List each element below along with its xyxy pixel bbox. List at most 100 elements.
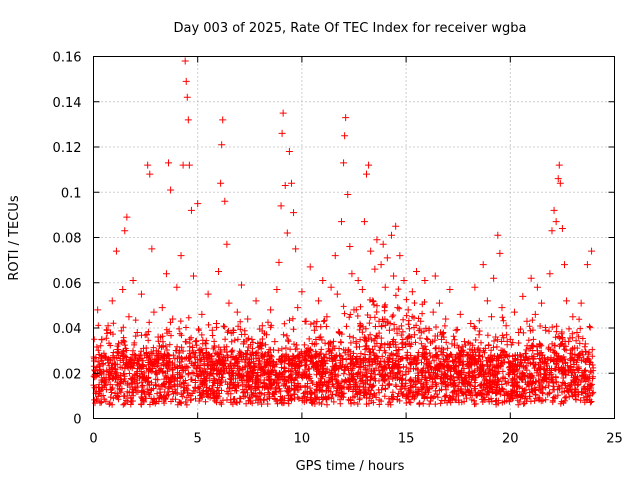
- data-point: [100, 374, 108, 382]
- data-point: [423, 360, 431, 368]
- data-point: [583, 261, 591, 269]
- data-point: [248, 335, 256, 343]
- data-point: [218, 141, 226, 149]
- data-point: [385, 326, 393, 334]
- data-point: [242, 356, 250, 364]
- data-point: [404, 306, 412, 314]
- data-point: [129, 276, 137, 284]
- x-tick-label: 5: [194, 432, 202, 447]
- data-point: [500, 353, 508, 361]
- data-point: [212, 319, 220, 327]
- data-point: [278, 129, 286, 137]
- data-point: [144, 161, 152, 169]
- data-point: [581, 340, 589, 348]
- data-point: [488, 313, 496, 321]
- data-point: [429, 308, 437, 316]
- data-point: [555, 161, 563, 169]
- data-point: [300, 372, 308, 380]
- data-point: [98, 335, 106, 343]
- data-point: [246, 374, 254, 382]
- data-point: [490, 274, 498, 282]
- data-point: [198, 310, 206, 318]
- data-point: [204, 290, 212, 298]
- data-point: [315, 297, 323, 305]
- data-point: [365, 161, 373, 169]
- data-point: [442, 315, 450, 323]
- data-point: [569, 313, 577, 321]
- data-point: [260, 358, 268, 366]
- data-point: [281, 181, 289, 189]
- y-tick-labels: 0 0.02 0.04 0.06 0.08 0.1 0.12 0.14 0.16: [53, 51, 82, 428]
- data-point: [435, 299, 443, 307]
- data-point: [542, 326, 550, 334]
- data-point: [119, 286, 127, 294]
- data-point: [102, 353, 110, 361]
- data-point: [127, 356, 135, 364]
- data-point: [271, 338, 279, 346]
- data-point: [277, 202, 285, 210]
- data-point: [323, 313, 331, 321]
- data-point: [142, 376, 150, 384]
- data-point: [544, 356, 552, 364]
- data-point: [373, 236, 381, 244]
- data-point: [523, 317, 531, 325]
- data-point: [456, 310, 464, 318]
- data-point: [521, 372, 529, 380]
- data-point: [262, 331, 270, 339]
- data-point: [206, 360, 214, 368]
- data-point: [496, 249, 504, 257]
- data-point: [388, 231, 396, 239]
- data-point: [585, 360, 593, 368]
- density-markers: [90, 286, 597, 408]
- data-point: [294, 304, 302, 312]
- x-tick-label: 15: [398, 432, 415, 447]
- x-tick-label: 0: [89, 432, 97, 447]
- data-point: [465, 351, 473, 359]
- data-point: [235, 365, 243, 373]
- data-point: [446, 286, 454, 294]
- data-point: [502, 322, 510, 330]
- data-point: [115, 340, 123, 348]
- data-point: [279, 109, 287, 117]
- data-point: [273, 286, 281, 294]
- data-point: [196, 367, 204, 375]
- data-point: [381, 283, 389, 291]
- y-tick-label: 0.1: [61, 186, 82, 201]
- data-point: [215, 267, 223, 275]
- data-point: [160, 351, 168, 359]
- data-point: [398, 340, 406, 348]
- data-point: [575, 353, 583, 361]
- data-point: [175, 349, 183, 357]
- data-point: [515, 329, 523, 337]
- data-point: [223, 240, 231, 248]
- data-point: [121, 227, 129, 235]
- data-point: [187, 206, 195, 214]
- data-point: [433, 351, 441, 359]
- data-point: [135, 365, 143, 373]
- data-point: [533, 283, 541, 291]
- data-point: [123, 213, 131, 221]
- data-point: [554, 175, 562, 183]
- data-point: [363, 170, 371, 178]
- data-point: [577, 299, 585, 307]
- data-point: [319, 276, 327, 284]
- data-point: [310, 326, 318, 334]
- data-point: [552, 218, 560, 226]
- grid-lines: [93, 56, 615, 419]
- data-point: [438, 335, 446, 343]
- data-point: [546, 270, 554, 278]
- data-point: [265, 385, 273, 393]
- data-point: [184, 116, 192, 124]
- x-tick-label: 25: [606, 432, 623, 447]
- data-point: [479, 261, 487, 269]
- data-point: [302, 317, 310, 325]
- data-point: [148, 245, 156, 253]
- data-point: [525, 344, 533, 352]
- data-point: [108, 297, 116, 305]
- data-point: [171, 374, 179, 382]
- data-point: [454, 367, 462, 375]
- data-point: [106, 381, 114, 389]
- data-point: [460, 338, 468, 346]
- y-tick-label: 0: [73, 413, 81, 428]
- data-point: [471, 283, 479, 291]
